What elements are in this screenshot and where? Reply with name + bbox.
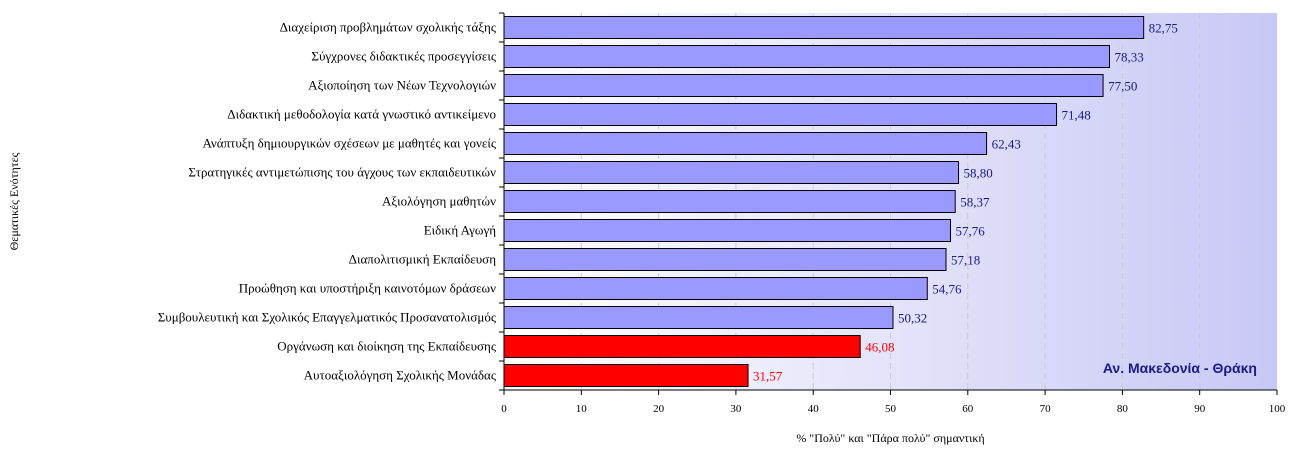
bar <box>503 277 928 300</box>
x-tick-label: 30 <box>730 403 742 415</box>
value-label: 31,57 <box>753 369 783 384</box>
value-label: 77,50 <box>1108 79 1137 94</box>
category-label: Ειδική Αγωγή <box>424 223 496 238</box>
x-tick-label: 0 <box>501 403 507 415</box>
region-annotation: Αν. Μακεδονία - Θράκη <box>1103 360 1257 376</box>
value-label: 58,80 <box>964 166 993 181</box>
category-label: Προώθηση και υποστήριξη καινοτόμων δράσε… <box>239 281 496 296</box>
x-tick-label: 70 <box>1040 403 1052 415</box>
value-label: 57,76 <box>955 224 985 239</box>
value-label: 71,48 <box>1062 108 1091 123</box>
bar <box>503 248 947 271</box>
category-label: Διαχείριση προβλημάτων σχολικής τάξης <box>280 20 497 35</box>
bar <box>503 306 894 329</box>
value-label: 58,37 <box>960 195 990 210</box>
x-tick-label: 100 <box>1269 403 1286 415</box>
x-axis: 0 10 20 30 40 50 60 70 80 90 100 <box>499 12 1286 415</box>
category-label: Ανάπτυξη δημιουργικών σχέσεων με μαθητές… <box>202 136 496 151</box>
bar <box>503 74 1104 97</box>
bar <box>503 364 749 387</box>
category-label: Αυτοαξιολόγηση Σχολικής Μονάδας <box>304 368 497 383</box>
category-label: Αξιοποίηση των Νέων Τεχνολογιών <box>308 78 496 93</box>
x-tick-label: 60 <box>962 403 974 415</box>
value-label: 50,32 <box>898 311 927 326</box>
x-tick-label: 40 <box>808 403 820 415</box>
x-tick-label: 50 <box>885 403 897 415</box>
bar <box>503 161 960 184</box>
category-label: Συμβουλευτική και Σχολικός Επαγγελματικό… <box>158 310 497 325</box>
bar <box>503 16 1145 39</box>
value-label: 82,75 <box>1149 21 1178 36</box>
category-label: Διαπολιτισμική Εκπαίδευση <box>349 252 497 267</box>
value-label: 78,33 <box>1114 50 1143 65</box>
value-label: 46,08 <box>865 340 894 355</box>
y-axis-title: Θεματικές Ενότητες <box>7 152 21 250</box>
category-label: Σύγχρονες διδακτικές προσεγγίσεις <box>311 49 496 64</box>
bar <box>503 219 951 242</box>
value-label: 54,76 <box>932 282 962 297</box>
x-tick-label: 20 <box>653 403 665 415</box>
category-label: Διδακτική μεθοδολογία κατά γνωστικό αντι… <box>227 107 496 122</box>
x-axis-title: % "Πολύ" και "Πάρα πολύ" σημαντική <box>796 431 984 445</box>
x-tick-label: 80 <box>1117 403 1129 415</box>
x-tick-label: 90 <box>1194 403 1206 415</box>
bar <box>503 132 988 155</box>
value-label: 62,43 <box>992 137 1021 152</box>
bar <box>503 103 1058 126</box>
bar <box>503 45 1110 68</box>
category-label: Στρατηγικές αντιμετώπισης του άγχους των… <box>188 165 496 180</box>
category-label: Αξιολόγηση μαθητών <box>382 194 496 209</box>
value-label: 57,18 <box>951 253 980 268</box>
value-labels: 82,75 78,33 77,50 71,48 62,43 58,80 58,37 57,76… <box>753 21 1178 384</box>
category-label: Οργάνωση και διοίκηση της Εκπαίδευσης <box>277 339 497 354</box>
category-labels: Διαχείριση προβλημάτων σχολικής τάξης Σύγ… <box>158 20 497 383</box>
bar <box>503 190 956 213</box>
x-tick-label: 10 <box>576 403 588 415</box>
bar <box>503 335 861 358</box>
